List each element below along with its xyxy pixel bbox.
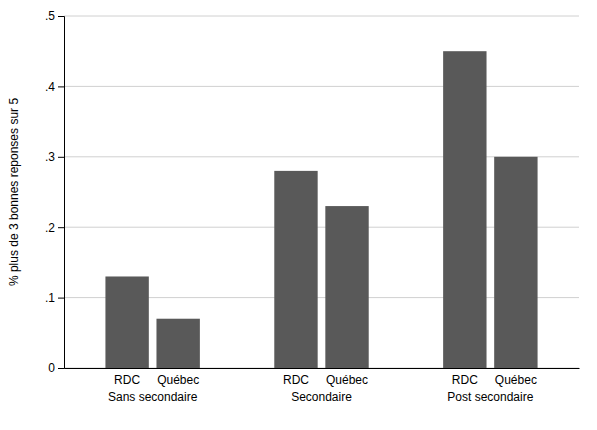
chart: 0 .1 .2 .3 .4 .5 Sans secondaire Secondaire Post… [0,0,597,430]
bar [105,276,148,368]
subgroup-label: RDC [114,373,140,387]
bar [156,319,199,368]
y-tick-mark [58,157,64,158]
y-tick: .5 [45,9,64,23]
y-tick-mark [58,16,64,17]
subgroup-label: RDC [283,373,309,387]
group-label: Post secondaire [447,390,533,404]
x-axis-line [65,368,580,369]
y-tick-label: 0 [48,361,55,375]
y-tick: .3 [45,150,64,164]
y-tick: 0 [48,361,64,375]
y-axis: 0 .1 .2 .3 .4 .5 [45,9,65,375]
y-axis-line [58,17,65,369]
y-tick: .4 [45,80,64,94]
subgroup-label: RDC [452,373,478,387]
bar [325,206,368,368]
y-tick-mark [58,298,64,299]
y-tick-mark [58,368,64,369]
y-tick-label: .4 [45,80,55,94]
y-tick-mark [58,86,64,87]
grid-line [64,86,579,87]
group-label: Secondaire [291,390,352,404]
bar [443,51,486,368]
y-tick: .1 [45,291,64,305]
y-tick: .2 [45,221,64,235]
grid-line [64,16,579,17]
subgroup-label: Québec [157,373,199,387]
x-axis: Sans secondaire Secondaire Post secondaire [65,369,580,404]
bar [494,157,537,368]
subgroup-label: Québec [326,373,368,387]
x-tick: Sans secondaire [108,390,198,404]
subgroup-labels: RDC Québec RDC Québec RDC Québec [114,373,537,387]
y-tick-label: .1 [45,291,55,305]
chart-container: 0 .1 .2 .3 .4 .5 Sans secondaire Secondaire Post… [0,0,597,430]
subgroup-label: Québec [495,373,537,387]
x-tick: Post secondaire [447,390,533,404]
y-tick-label: .5 [45,9,55,23]
y-tick-label: .2 [45,221,55,235]
x-tick: Secondaire [291,390,352,404]
bars [105,51,537,368]
grid [64,16,579,368]
y-axis-title: % plus de 3 bonnes reponses sur 5 [7,98,21,286]
y-tick-label: .3 [45,150,55,164]
group-label: Sans secondaire [108,390,198,404]
bar [274,171,317,368]
y-tick-mark [58,227,64,228]
